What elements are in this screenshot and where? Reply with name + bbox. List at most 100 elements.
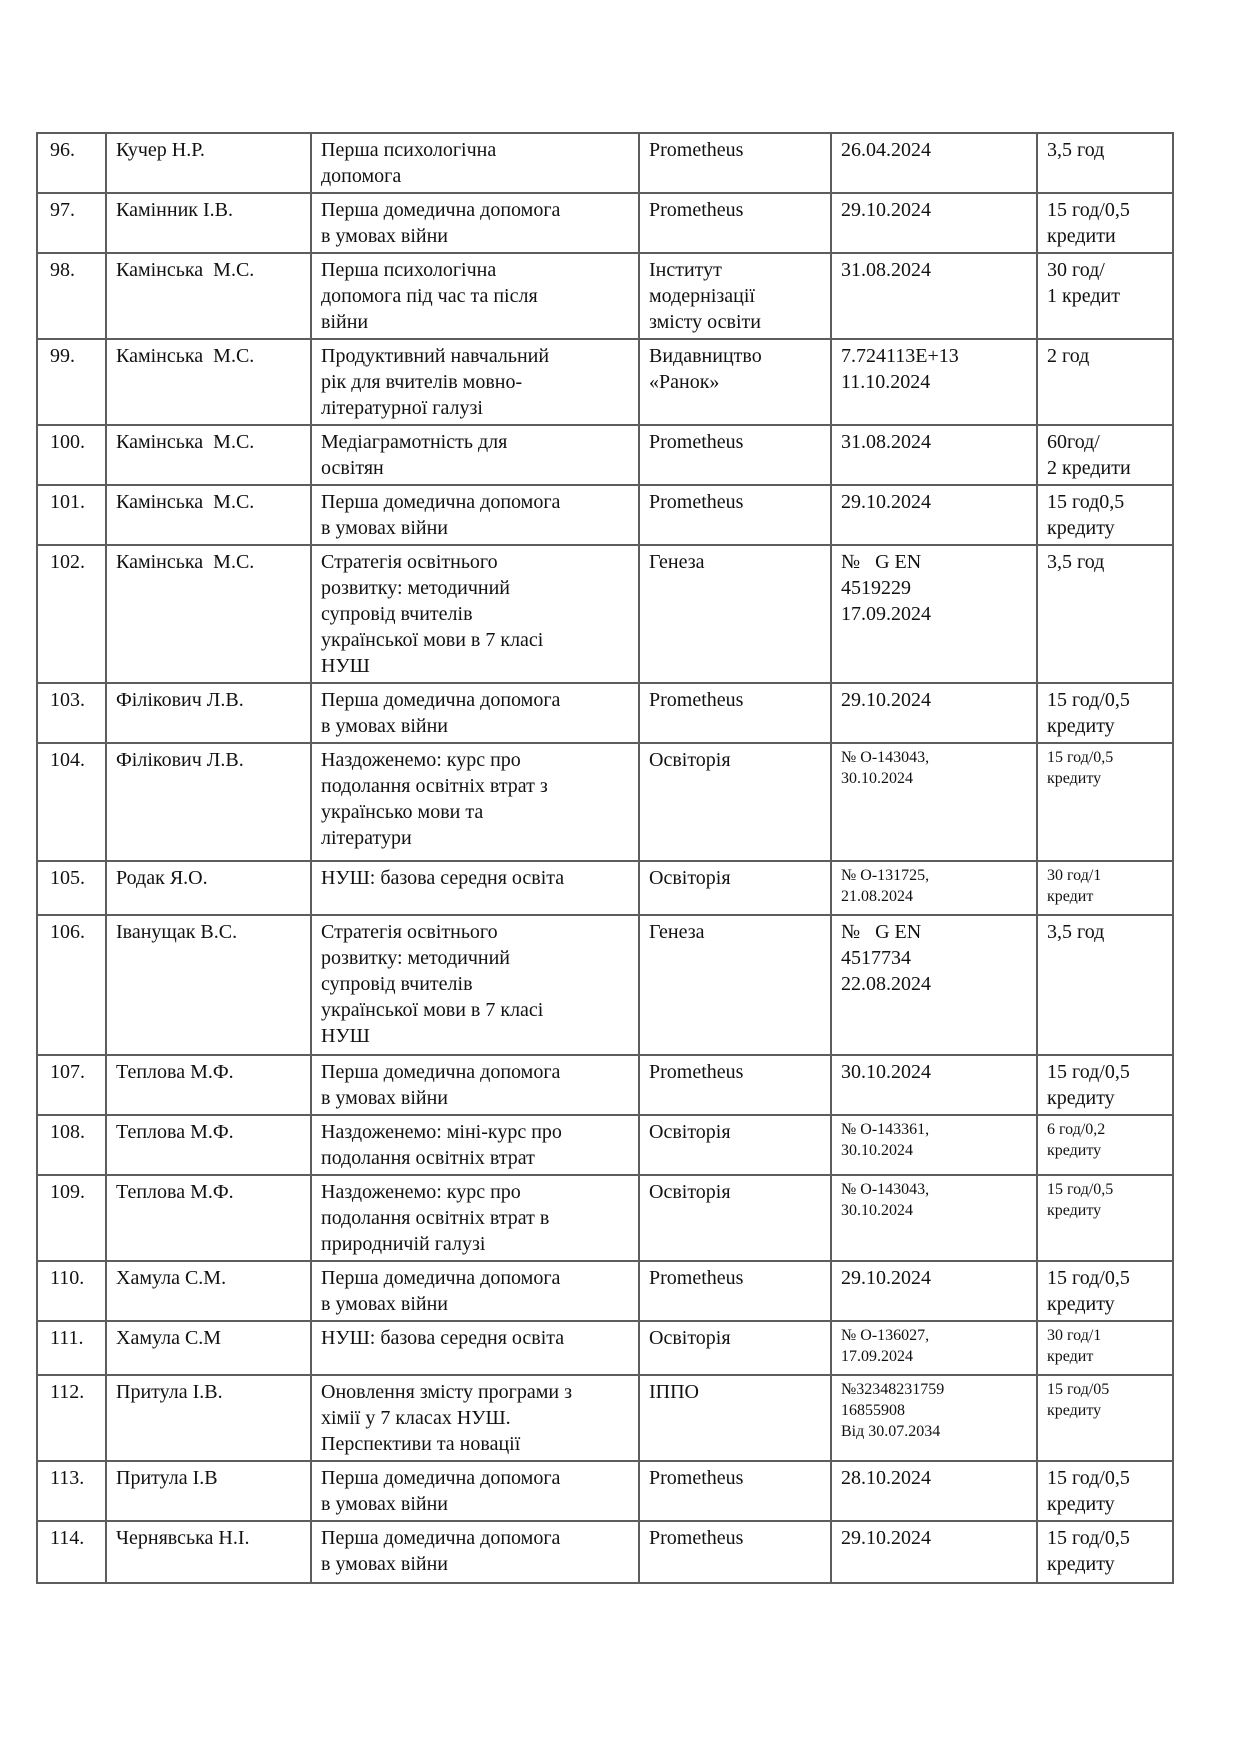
cell-hours-credits: 3,5 год	[1036, 544, 1174, 684]
cell-provider: ІППО	[638, 1374, 832, 1462]
cell-hours-credits: 3,5 год	[1036, 132, 1174, 194]
cell-teacher-name-text: Камінська М.С.	[116, 345, 255, 367]
cell-hours-credits: 30 год/ 1 кредит	[1036, 252, 1174, 340]
cell-row-number: 111.	[36, 1320, 107, 1376]
cell-hours-credits: 15 год/05 кредиту	[1036, 1374, 1174, 1462]
table-row: 106. Іванущак В.С. Стратегія освітнього ро…	[36, 914, 1174, 1056]
cell-provider-text: Prometheus	[649, 139, 744, 161]
cell-course-title: Наздоженемо: курс про подолання освітніх…	[310, 1174, 640, 1262]
cell-teacher-name-text: Камінська М.С.	[116, 259, 255, 281]
cell-row-number: 98.	[36, 252, 107, 340]
cell-hours-credits-text: 30 год/1 кредит	[1047, 867, 1102, 905]
cell-course-title: Стратегія освітнього розвитку: методични…	[310, 544, 640, 684]
cell-teacher-name: Хамула С.М	[105, 1320, 312, 1376]
cell-course-title: Перша домедична допомога в умовах війни	[310, 1520, 640, 1584]
cell-certificate-date-text: № О-136027, 17.09.2024	[841, 1327, 930, 1365]
cell-row-number: 112.	[36, 1374, 107, 1462]
cell-certificate-date-text: № О-131725, 21.08.2024	[841, 867, 930, 905]
cell-hours-credits-text: 15 год/0,5 кредиту	[1047, 749, 1114, 787]
table-row: 96. Кучер Н.Р. Перша психологічна допомога…	[36, 132, 1174, 194]
cell-teacher-name-text: Теплова М.Ф.	[116, 1121, 234, 1143]
cell-teacher-name: Кучер Н.Р.	[105, 132, 312, 194]
cell-certificate-date-text: 7.724113E+13 11.10.2024	[841, 345, 959, 393]
cell-certificate-date-text: № О-143043, 30.10.2024	[841, 749, 930, 787]
cell-certificate-date-text: № G EN 4517734 22.08.2024	[841, 921, 931, 995]
cell-teacher-name-text: Філікович Л.В.	[116, 749, 244, 771]
cell-provider-text: Освіторія	[649, 749, 731, 771]
cell-teacher-name-text: Хамула С.М	[116, 1327, 222, 1349]
cell-teacher-name-text: Родак Я.О.	[116, 867, 208, 889]
cell-certificate-date-text: № О-143043, 30.10.2024	[841, 1181, 930, 1219]
cell-provider: Prometheus	[638, 484, 832, 546]
cell-certificate-date: 7.724113E+13 11.10.2024	[830, 338, 1038, 426]
cell-course-title: Перша домедична допомога в умовах війни	[310, 1054, 640, 1116]
cell-teacher-name-text: Теплова М.Ф.	[116, 1181, 234, 1203]
cell-certificate-date: № О-131725, 21.08.2024	[830, 860, 1038, 916]
cell-provider: Генеза	[638, 544, 832, 684]
cell-provider-text: Освіторія	[649, 867, 731, 889]
cell-row-number: 109.	[36, 1174, 107, 1262]
cell-hours-credits-text: 15 год/0,5 кредиту	[1047, 689, 1130, 737]
table-row: 114. Чернявська Н.І. Перша домедична допом…	[36, 1520, 1174, 1584]
cell-provider-text: Генеза	[649, 921, 705, 943]
cell-row-number: 113.	[36, 1460, 107, 1522]
cell-hours-credits: 6 год/0,2 кредиту	[1036, 1114, 1174, 1176]
cell-certificate-date: 29.10.2024	[830, 192, 1038, 254]
cell-provider: Prometheus	[638, 682, 832, 744]
cell-hours-credits-text: 15 год/05 кредиту	[1047, 1381, 1110, 1419]
cell-row-number-text: 102.	[50, 551, 85, 573]
cell-certificate-date-text: 29.10.2024	[841, 1527, 931, 1549]
cell-course-title-text: Наздоженемо: курс про подолання освітніх…	[321, 1181, 550, 1255]
cell-course-title: Продуктивний навчальний рік для вчителів…	[310, 338, 640, 426]
cell-certificate-date: № О-143043, 30.10.2024	[830, 1174, 1038, 1262]
cell-certificate-date: 31.08.2024	[830, 252, 1038, 340]
cell-certificate-date: № G EN 4517734 22.08.2024	[830, 914, 1038, 1056]
cell-hours-credits-text: 30 год/1 кредит	[1047, 1327, 1102, 1365]
table-row: 112. Притула І.В. Оновлення змісту програм…	[36, 1374, 1174, 1462]
cell-teacher-name: Теплова М.Ф.	[105, 1114, 312, 1176]
cell-hours-credits: 15 год/0,5 кредиту	[1036, 1054, 1174, 1116]
cell-hours-credits: 15 год/0,5 кредиту	[1036, 1174, 1174, 1262]
certificates-table-body: 96. Кучер Н.Р. Перша психологічна допомога…	[36, 132, 1174, 1584]
cell-provider-text: Prometheus	[649, 431, 744, 453]
cell-teacher-name-text: Камінська М.С.	[116, 431, 255, 453]
cell-teacher-name: Камінська М.С.	[105, 424, 312, 486]
cell-teacher-name: Чернявська Н.І.	[105, 1520, 312, 1584]
cell-certificate-date: 29.10.2024	[830, 682, 1038, 744]
cell-hours-credits: 30 год/1 кредит	[1036, 1320, 1174, 1376]
cell-hours-credits-text: 3,5 год	[1047, 551, 1105, 573]
cell-row-number: 108.	[36, 1114, 107, 1176]
cell-provider: Prometheus	[638, 132, 832, 194]
cell-certificate-date-text: № G EN 4519229 17.09.2024	[841, 551, 931, 625]
cell-hours-credits: 2 год	[1036, 338, 1174, 426]
table-row: 99. Камінська М.С. Продуктивний навчальний…	[36, 338, 1174, 426]
cell-course-title: Перша домедична допомога в умовах війни	[310, 484, 640, 546]
cell-teacher-name: Родак Я.О.	[105, 860, 312, 916]
cell-hours-credits-text: 15 год/0,5 кредиту	[1047, 1061, 1130, 1109]
cell-teacher-name-text: Теплова М.Ф.	[116, 1061, 234, 1083]
certificates-table: 96. Кучер Н.Р. Перша психологічна допомога…	[36, 132, 1174, 1584]
cell-row-number-text: 106.	[50, 921, 85, 943]
cell-hours-credits: 15 год/0,5 кредиту	[1036, 1460, 1174, 1522]
cell-provider-text: Prometheus	[649, 199, 744, 221]
cell-course-title-text: Медіаграмотність для освітян	[321, 431, 508, 479]
cell-row-number: 102.	[36, 544, 107, 684]
cell-teacher-name: Філікович Л.В.	[105, 682, 312, 744]
cell-row-number-text: 105.	[50, 867, 85, 889]
table-row: 108. Теплова М.Ф. Наздоженемо: міні-курс п…	[36, 1114, 1174, 1176]
cell-teacher-name-text: Притула І.В.	[116, 1381, 223, 1403]
cell-row-number-text: 96.	[50, 139, 75, 161]
cell-teacher-name: Притула І.В.	[105, 1374, 312, 1462]
cell-row-number-text: 101.	[50, 491, 85, 513]
cell-teacher-name-text: Камінська М.С.	[116, 491, 255, 513]
cell-provider-text: Генеза	[649, 551, 705, 573]
cell-row-number-text: 108.	[50, 1121, 85, 1143]
cell-provider: Освіторія	[638, 1174, 832, 1262]
cell-provider: Prometheus	[638, 1054, 832, 1116]
cell-row-number-text: 109.	[50, 1181, 85, 1203]
cell-row-number: 100.	[36, 424, 107, 486]
cell-course-title: Перша домедична допомога в умовах війни	[310, 682, 640, 744]
cell-course-title-text: Перша домедична допомога в умовах війни	[321, 689, 561, 737]
cell-certificate-date: № О-143043, 30.10.2024	[830, 742, 1038, 862]
cell-row-number-text: 112.	[50, 1381, 85, 1403]
